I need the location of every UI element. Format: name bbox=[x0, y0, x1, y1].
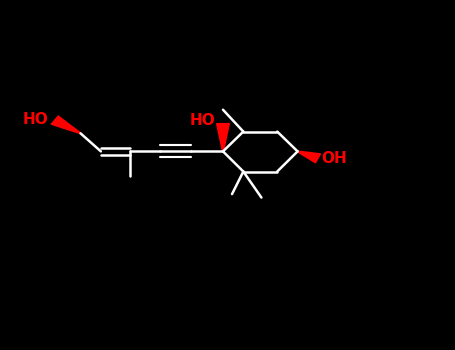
Text: OH: OH bbox=[321, 151, 347, 166]
Text: HO: HO bbox=[190, 113, 216, 128]
Polygon shape bbox=[51, 116, 81, 134]
Text: HO: HO bbox=[23, 112, 49, 127]
Polygon shape bbox=[298, 151, 320, 163]
Polygon shape bbox=[217, 124, 229, 152]
